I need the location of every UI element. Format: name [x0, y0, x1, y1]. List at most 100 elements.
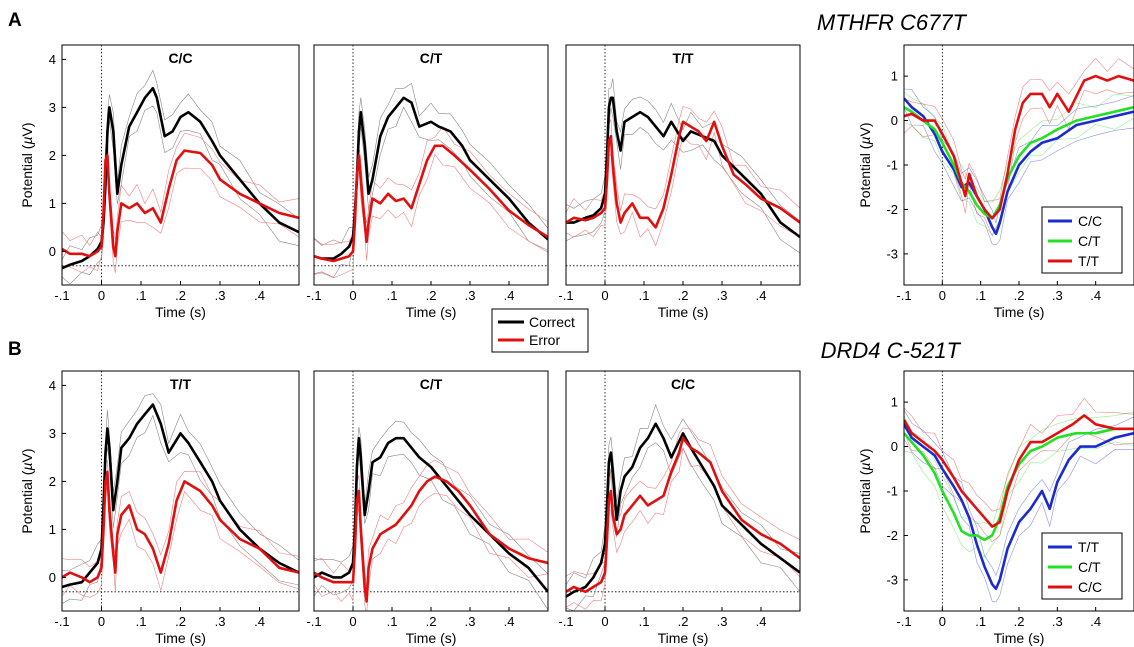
y-tick-label: 0: [49, 244, 56, 259]
x-tick-label: .3: [717, 288, 728, 303]
section-letter-b: B: [8, 339, 22, 360]
x-tick-label: .2: [426, 614, 437, 629]
x-axis-label: Time (s): [406, 630, 457, 646]
x-tick-label: .4: [756, 288, 767, 303]
ci-lower-c-c: [904, 107, 1134, 246]
y-tick-label: 0: [49, 570, 56, 585]
series-line-correct: [314, 436, 548, 593]
x-tick-label: -.1: [896, 614, 911, 629]
x-tick-label: 0: [601, 288, 608, 303]
panel-legend-label-c-c: C/C: [1078, 213, 1102, 229]
gene-title-a: MTHFR C677T: [817, 10, 968, 35]
panel-title: C/C: [168, 50, 192, 66]
x-tick-label: -.1: [54, 614, 69, 629]
ci-lower-correct: [566, 442, 800, 611]
y-axis-label-unit-rest: V): [857, 448, 873, 462]
gene-title-b: DRD4 C-521T: [821, 338, 962, 363]
shared-legend-box: [491, 308, 589, 353]
x-axis-label: Time (s): [658, 304, 709, 320]
x-tick-label: -.1: [896, 288, 911, 303]
ci-lower-correct: [314, 449, 548, 610]
y-tick-label: -2: [886, 202, 898, 217]
x-tick-label: .1: [136, 288, 147, 303]
y-tick-label: -1: [886, 484, 898, 499]
legend-label-error: Error: [529, 332, 560, 348]
x-tick-label: .1: [387, 614, 398, 629]
x-axis-label: Time (s): [406, 304, 457, 320]
series-line-correct: [62, 86, 299, 270]
series-line-c-t: [904, 427, 1134, 542]
panel-6: -.1 0 .1 .2 .3 .4 Time (s) C/T: [306, 370, 549, 646]
y-axis-label-text: Potential (: [19, 144, 35, 207]
ci-upper-error: [314, 126, 548, 245]
series-line-correct: [314, 96, 548, 260]
plot-area: [904, 57, 1134, 246]
x-tick-label: 0: [349, 614, 356, 629]
y-tick-label: 4: [49, 378, 56, 393]
y-tick-label: -1: [886, 158, 898, 173]
y-axis-label-unit-rest: V): [857, 122, 873, 136]
ci-upper-t-t: [904, 57, 1134, 202]
x-tick-label: .3: [465, 614, 476, 629]
ci-upper-error: [62, 132, 299, 247]
x-tick-label: -.1: [558, 288, 573, 303]
panel-title: C/T: [420, 50, 443, 66]
x-tick-label: .2: [1014, 614, 1025, 629]
ci-lower-error: [314, 492, 548, 611]
panel-8: -.1 0 .1 .2 .3 .4 -3 -2 -1 0 1 Time (s) Potential (µ…: [857, 370, 1134, 646]
series-line-correct: [62, 403, 299, 589]
y-axis-label-text: Potential (: [19, 470, 35, 533]
x-tick-label: .3: [215, 288, 226, 303]
x-tick-label: .3: [215, 614, 226, 629]
series-line-error: [62, 470, 299, 584]
ci-lower-error: [62, 482, 299, 598]
y-axis-label-unit-mu: µ: [19, 136, 35, 144]
x-tick-label: 0: [939, 288, 946, 303]
panel-1: -.1 0 .1 .2 .3 .4 0 1 2 3 4 Time (s) Potential (µV) C…: [19, 44, 300, 320]
series-line-error: [566, 120, 800, 229]
y-tick-label: 0: [891, 439, 898, 454]
y-tick-label: 2: [49, 474, 56, 489]
x-tick-label: 0: [939, 614, 946, 629]
x-tick-label: .2: [678, 614, 689, 629]
panel-legend-label-c-t: C/T: [1078, 559, 1101, 575]
ci-upper-error: [566, 427, 800, 577]
plot-area: [314, 82, 548, 279]
x-tick-label: 0: [98, 288, 105, 303]
series-line-error: [314, 144, 548, 263]
x-tick-label: -.1: [306, 288, 321, 303]
series-line-t-t: [904, 74, 1134, 220]
panel-2: -.1 0 .1 .2 .3 .4 Time (s) C/T: [306, 44, 549, 320]
x-tick-label: .2: [175, 614, 186, 629]
axes-frame: [313, 370, 549, 612]
plot-area: [904, 397, 1134, 603]
y-tick-label: 2: [49, 148, 56, 163]
ci-lower-t-t: [904, 438, 1134, 603]
x-tick-label: .3: [717, 614, 728, 629]
y-tick-label: 0: [891, 113, 898, 128]
y-tick-label: 1: [49, 522, 56, 537]
legend-label-correct: Correct: [529, 314, 575, 330]
panel-title: C/C: [671, 376, 695, 392]
ci-lower-error: [566, 447, 800, 610]
y-tick-label: 3: [49, 100, 56, 115]
x-tick-label: -.1: [54, 288, 69, 303]
y-axis-label: Potential (µV): [19, 448, 35, 533]
y-tick-label: -2: [886, 528, 898, 543]
x-tick-label: .4: [1090, 288, 1101, 303]
x-tick-label: .1: [639, 614, 650, 629]
x-axis-label: Time (s): [994, 304, 1045, 320]
y-axis-label-text: Potential (: [857, 144, 873, 207]
series-line-t-t: [904, 423, 1134, 591]
plot-area: [62, 69, 299, 285]
y-tick-label: 3: [49, 426, 56, 441]
x-tick-label: .4: [1090, 614, 1101, 629]
x-tick-label: .2: [678, 288, 689, 303]
y-tick-label: -3: [886, 246, 898, 261]
series-line-correct: [566, 422, 800, 598]
x-tick-label: .3: [465, 288, 476, 303]
x-tick-label: .4: [254, 288, 265, 303]
section-letter-a: A: [8, 10, 22, 31]
y-axis-label: Potential (µV): [19, 122, 35, 207]
